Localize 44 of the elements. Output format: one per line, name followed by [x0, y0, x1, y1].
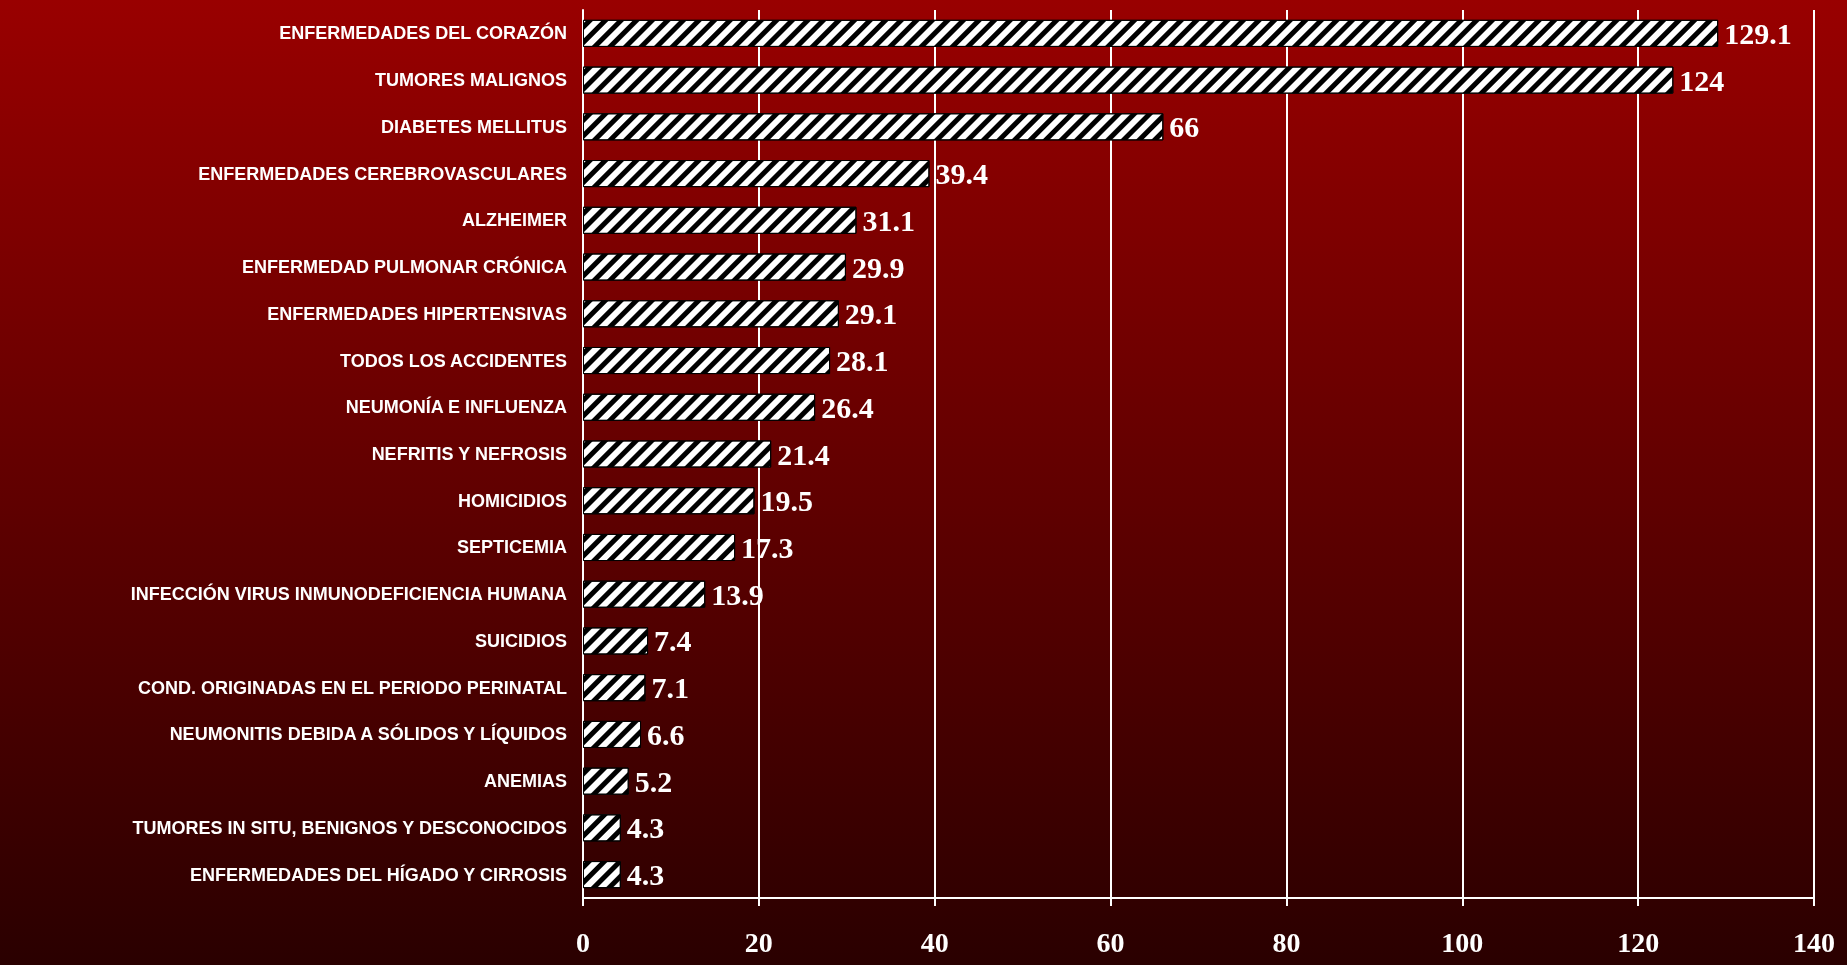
y-tick-label: ALZHEIMER: [462, 210, 567, 231]
y-tick-label: ENFERMEDADES CEREBROVASCULARES: [198, 163, 567, 184]
y-tick-label: NEUMONÍA E INFLUENZA: [345, 396, 567, 418]
x-tick-label: 80: [1272, 926, 1301, 958]
y-tick-label: NEUMONITIS DEBIDA A SÓLIDOS Y LÍQUIDOS: [169, 723, 567, 745]
y-tick-label: ENFERMEDADES DEL CORAZÓN: [279, 22, 567, 44]
data-label: 129.1: [1724, 16, 1792, 50]
y-tick-label: ENFERMEDADES HIPERTENSIVAS: [267, 303, 567, 324]
data-label: 21.4: [777, 437, 830, 471]
data-label: 4.3: [626, 811, 665, 845]
data-label: 29.9: [851, 250, 905, 284]
data-label: 19.5: [760, 484, 813, 518]
x-tick-label: 140: [1793, 926, 1835, 958]
data-label: 6.6: [647, 717, 685, 751]
data-label: 31.1: [862, 203, 915, 237]
data-label: 28.1: [836, 344, 889, 378]
data-label: 124: [1679, 63, 1725, 97]
y-tick-label: COND. ORIGINADAS EN EL PERIODO PERINATAL: [137, 677, 567, 698]
y-tick-label: HOMICIDIOS: [457, 490, 567, 511]
y-tick-label: SUICIDIOS: [474, 630, 567, 651]
x-tick-label: 0: [576, 926, 590, 958]
data-label: 39.4: [935, 157, 988, 191]
y-tick-label: ENFERMEDAD PULMONAR CRÓNICA: [242, 256, 567, 278]
data-label: 26.4: [821, 390, 874, 424]
x-tick-label: 40: [920, 926, 949, 958]
data-label: 7.1: [651, 671, 689, 705]
y-tick-label: TUMORES IN SITU, BENIGNOS Y DESCONOCIDOS: [132, 817, 567, 838]
y-tick-label: ANEMIAS: [483, 771, 567, 792]
x-tick-label: 60: [1096, 926, 1125, 958]
y-tick-label: ENFERMEDADES DEL HÍGADO Y CIRROSIS: [189, 863, 567, 885]
data-label: 29.1: [844, 297, 898, 331]
x-tick-label: 120: [1617, 926, 1660, 958]
x-tick-label: 20: [744, 926, 773, 958]
y-tick-label: DIABETES MELLITUS: [380, 116, 567, 137]
y-tick-label: TODOS LOS ACCIDENTES: [339, 350, 567, 371]
y-tick-label: SEPTICEMIA: [456, 537, 567, 558]
data-label: 66: [1169, 110, 1200, 144]
y-tick-label: TUMORES MALIGNOS: [375, 70, 567, 91]
y-tick-label: INFECCIÓN VIRUS INMUNODEFICIENCIA HUMANA: [130, 583, 567, 605]
y-tick-label: NEFRITIS Y NEFROSIS: [371, 444, 567, 464]
data-label: 4.3: [626, 858, 665, 892]
data-label: 5.2: [634, 764, 673, 798]
data-label: 7.4: [654, 624, 692, 658]
x-tick-label: 100: [1441, 926, 1484, 958]
